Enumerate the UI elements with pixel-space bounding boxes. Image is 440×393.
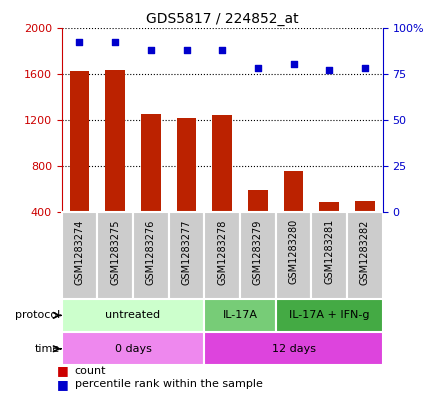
Text: untreated: untreated bbox=[106, 310, 161, 320]
Text: ■: ■ bbox=[57, 378, 69, 391]
Bar bbox=[169, 212, 204, 299]
Text: GSM1283276: GSM1283276 bbox=[146, 219, 156, 285]
Text: 0 days: 0 days bbox=[114, 344, 151, 354]
Bar bbox=[276, 299, 383, 332]
Bar bbox=[141, 114, 161, 212]
Point bbox=[219, 46, 226, 53]
Bar bbox=[284, 171, 304, 212]
Text: GSM1283281: GSM1283281 bbox=[324, 219, 334, 285]
Text: GSM1283274: GSM1283274 bbox=[74, 219, 84, 285]
Bar bbox=[133, 212, 169, 299]
Point bbox=[361, 65, 368, 71]
Text: count: count bbox=[75, 365, 106, 376]
Text: GSM1283280: GSM1283280 bbox=[289, 219, 299, 285]
Bar bbox=[276, 212, 312, 299]
Bar bbox=[347, 212, 383, 299]
Bar bbox=[177, 118, 196, 212]
Text: GSM1283277: GSM1283277 bbox=[182, 219, 191, 285]
Text: GSM1283279: GSM1283279 bbox=[253, 219, 263, 285]
Bar bbox=[312, 212, 347, 299]
Point bbox=[254, 65, 261, 71]
Bar bbox=[248, 190, 268, 212]
Bar bbox=[204, 212, 240, 299]
Bar bbox=[105, 70, 125, 212]
Text: IL-17A + IFN-g: IL-17A + IFN-g bbox=[289, 310, 370, 320]
Text: GSM1283275: GSM1283275 bbox=[110, 219, 120, 285]
Text: IL-17A: IL-17A bbox=[223, 310, 257, 320]
Text: ■: ■ bbox=[57, 364, 69, 377]
Text: percentile rank within the sample: percentile rank within the sample bbox=[75, 379, 263, 389]
Bar bbox=[240, 212, 276, 299]
Bar bbox=[70, 72, 89, 212]
Bar bbox=[97, 212, 133, 299]
Bar bbox=[355, 201, 375, 212]
Text: GSM1283282: GSM1283282 bbox=[360, 219, 370, 285]
Text: 12 days: 12 days bbox=[271, 344, 315, 354]
Point bbox=[112, 39, 119, 46]
Point bbox=[290, 61, 297, 68]
Point bbox=[183, 46, 190, 53]
Bar bbox=[62, 332, 204, 365]
Point bbox=[326, 67, 333, 73]
Bar bbox=[62, 299, 204, 332]
Text: GSM1283278: GSM1283278 bbox=[217, 219, 227, 285]
Bar bbox=[204, 299, 276, 332]
Text: time: time bbox=[35, 344, 60, 354]
Bar bbox=[204, 332, 383, 365]
Bar bbox=[62, 212, 97, 299]
Point bbox=[76, 39, 83, 46]
Text: protocol: protocol bbox=[15, 310, 60, 320]
Title: GDS5817 / 224852_at: GDS5817 / 224852_at bbox=[146, 13, 298, 26]
Bar bbox=[319, 202, 339, 212]
Bar bbox=[213, 115, 232, 212]
Point bbox=[147, 46, 154, 53]
